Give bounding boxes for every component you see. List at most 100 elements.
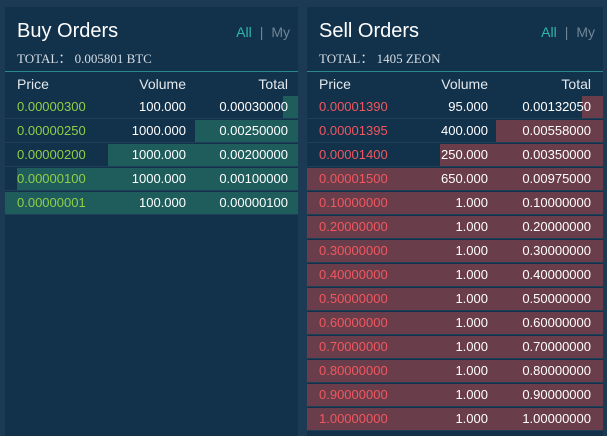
depth-bar xyxy=(16,168,298,190)
order-total: 0.90000000 xyxy=(522,387,591,402)
sell-orders-total: TOTAL： 1405 ZEON xyxy=(319,51,441,66)
sell-column-headers: Price Volume Total xyxy=(307,73,603,95)
column-header-volume[interactable]: Volume xyxy=(139,76,186,92)
order-volume: 100.000 xyxy=(139,195,186,210)
order-total: 1.00000000 xyxy=(522,411,591,426)
order-price: 0.00000200 xyxy=(17,147,86,162)
buy-orders-list: 0.00000300 100.000 0.00030000 0.00000250 100… xyxy=(5,95,298,215)
order-row[interactable]: 0.50000000 1.000 0.50000000 xyxy=(307,287,603,311)
order-row[interactable]: 1.00000000 1.000 1.00000000 xyxy=(307,407,603,431)
depth-bar xyxy=(307,288,603,310)
order-price: 0.00001395 xyxy=(319,123,388,138)
sell-orders-panel: Sell Orders TOTAL： 1405 ZEON All | My Pric… xyxy=(307,7,603,436)
column-header-price[interactable]: Price xyxy=(319,76,351,92)
order-volume: 1000.000 xyxy=(131,123,186,138)
depth-bar xyxy=(496,120,603,142)
column-header-total[interactable]: Total xyxy=(561,76,591,92)
header-divider xyxy=(307,71,603,72)
sell-orders-header: Sell Orders TOTAL： 1405 ZEON All | My xyxy=(307,7,603,71)
depth-bar xyxy=(107,144,298,166)
depth-bar xyxy=(440,144,603,166)
order-price: 0.00000300 xyxy=(17,99,86,114)
order-volume: 400.000 xyxy=(441,123,488,138)
order-total: 0.00100000 xyxy=(219,171,288,186)
order-volume: 1.000 xyxy=(455,411,488,426)
order-volume: 95.000 xyxy=(448,99,488,114)
order-row[interactable]: 0.90000000 1.000 0.90000000 xyxy=(307,383,603,407)
buy-orders-header: Buy Orders TOTAL： 0.005801 BTC All | My xyxy=(5,7,298,71)
buy-column-headers: Price Volume Total xyxy=(5,73,298,95)
depth-bar xyxy=(195,120,298,142)
depth-bar xyxy=(582,96,603,118)
buy-orders-panel: Buy Orders TOTAL： 0.005801 BTC All | My Pr… xyxy=(5,7,298,436)
depth-bar xyxy=(5,192,298,214)
order-row[interactable]: 0.10000000 1.000 0.10000000 xyxy=(307,191,603,215)
filter-separator: | xyxy=(259,24,264,40)
order-row[interactable]: 0.00001500 650.000 0.00975000 xyxy=(307,167,603,191)
order-row[interactable]: 0.00001390 95.000 0.00132050 xyxy=(307,95,603,119)
order-total: 0.30000000 xyxy=(522,243,591,258)
depth-bar xyxy=(307,192,603,214)
filter-separator: | xyxy=(564,24,569,40)
order-price: 0.20000000 xyxy=(319,219,388,234)
order-volume: 100.000 xyxy=(139,99,186,114)
order-volume: 1.000 xyxy=(455,243,488,258)
depth-bar xyxy=(307,360,603,382)
order-total: 0.70000000 xyxy=(522,339,591,354)
depth-bar xyxy=(307,312,603,334)
order-row[interactable]: 0.00000100 1000.000 0.00100000 xyxy=(5,167,298,191)
depth-bar xyxy=(307,216,603,238)
buy-orders-title: Buy Orders xyxy=(17,20,119,42)
order-row[interactable]: 0.00000300 100.000 0.00030000 xyxy=(5,95,298,119)
depth-bar xyxy=(307,168,603,190)
order-row[interactable]: 0.00000001 100.000 0.00000100 xyxy=(5,191,298,215)
order-price: 0.30000000 xyxy=(319,243,388,258)
order-total: 0.60000000 xyxy=(522,315,591,330)
order-volume: 1.000 xyxy=(455,363,488,378)
order-price: 0.80000000 xyxy=(319,363,388,378)
order-price: 0.60000000 xyxy=(319,315,388,330)
order-total: 0.40000000 xyxy=(522,267,591,282)
sell-orders-title: Sell Orders xyxy=(319,20,420,42)
order-row[interactable]: 0.30000000 1.000 0.30000000 xyxy=(307,239,603,263)
column-header-total[interactable]: Total xyxy=(258,76,288,92)
order-volume: 1.000 xyxy=(455,219,488,234)
buy-orders-total: TOTAL： 0.005801 BTC xyxy=(17,51,152,66)
order-total: 0.00558000 xyxy=(522,123,591,138)
order-price: 0.00000250 xyxy=(17,123,86,138)
order-row[interactable]: 0.80000000 1.000 0.80000000 xyxy=(307,359,603,383)
order-total: 0.20000000 xyxy=(522,219,591,234)
order-volume: 1.000 xyxy=(455,267,488,282)
order-price: 0.70000000 xyxy=(319,339,388,354)
depth-bar xyxy=(307,240,603,262)
depth-bar xyxy=(307,264,603,286)
header-divider xyxy=(5,71,298,72)
depth-bar xyxy=(283,96,298,118)
order-row[interactable]: 0.00001400 250.000 0.00350000 xyxy=(307,143,603,167)
order-row[interactable]: 0.00000250 1000.000 0.00250000 xyxy=(5,119,298,143)
order-row[interactable]: 0.70000000 1.000 0.70000000 xyxy=(307,335,603,359)
order-row[interactable]: 0.20000000 1.000 0.20000000 xyxy=(307,215,603,239)
order-row[interactable]: 0.00000200 1000.000 0.00200000 xyxy=(5,143,298,167)
sell-filter-my-tab[interactable]: My xyxy=(576,24,595,40)
buy-filter-all-tab[interactable]: All xyxy=(236,24,252,40)
order-row[interactable]: 0.00001395 400.000 0.00558000 xyxy=(307,119,603,143)
order-volume: 1000.000 xyxy=(131,171,186,186)
sell-filter-all-tab[interactable]: All xyxy=(541,24,557,40)
column-header-volume[interactable]: Volume xyxy=(441,76,488,92)
column-header-price[interactable]: Price xyxy=(17,76,49,92)
order-price: 0.00001400 xyxy=(319,147,388,162)
buy-orders-filter: All | My xyxy=(236,24,290,40)
order-volume: 1.000 xyxy=(455,315,488,330)
order-total: 0.00350000 xyxy=(522,147,591,162)
order-total: 0.50000000 xyxy=(522,291,591,306)
order-volume: 1.000 xyxy=(455,195,488,210)
order-total: 0.00250000 xyxy=(219,123,288,138)
buy-filter-my-tab[interactable]: My xyxy=(271,24,290,40)
order-volume: 1.000 xyxy=(455,291,488,306)
sell-orders-list: 0.00001390 95.000 0.00132050 0.00001395 400.… xyxy=(307,95,603,431)
order-price: 0.00000001 xyxy=(17,195,86,210)
order-price: 0.10000000 xyxy=(319,195,388,210)
order-row[interactable]: 0.60000000 1.000 0.60000000 xyxy=(307,311,603,335)
order-row[interactable]: 0.40000000 1.000 0.40000000 xyxy=(307,263,603,287)
